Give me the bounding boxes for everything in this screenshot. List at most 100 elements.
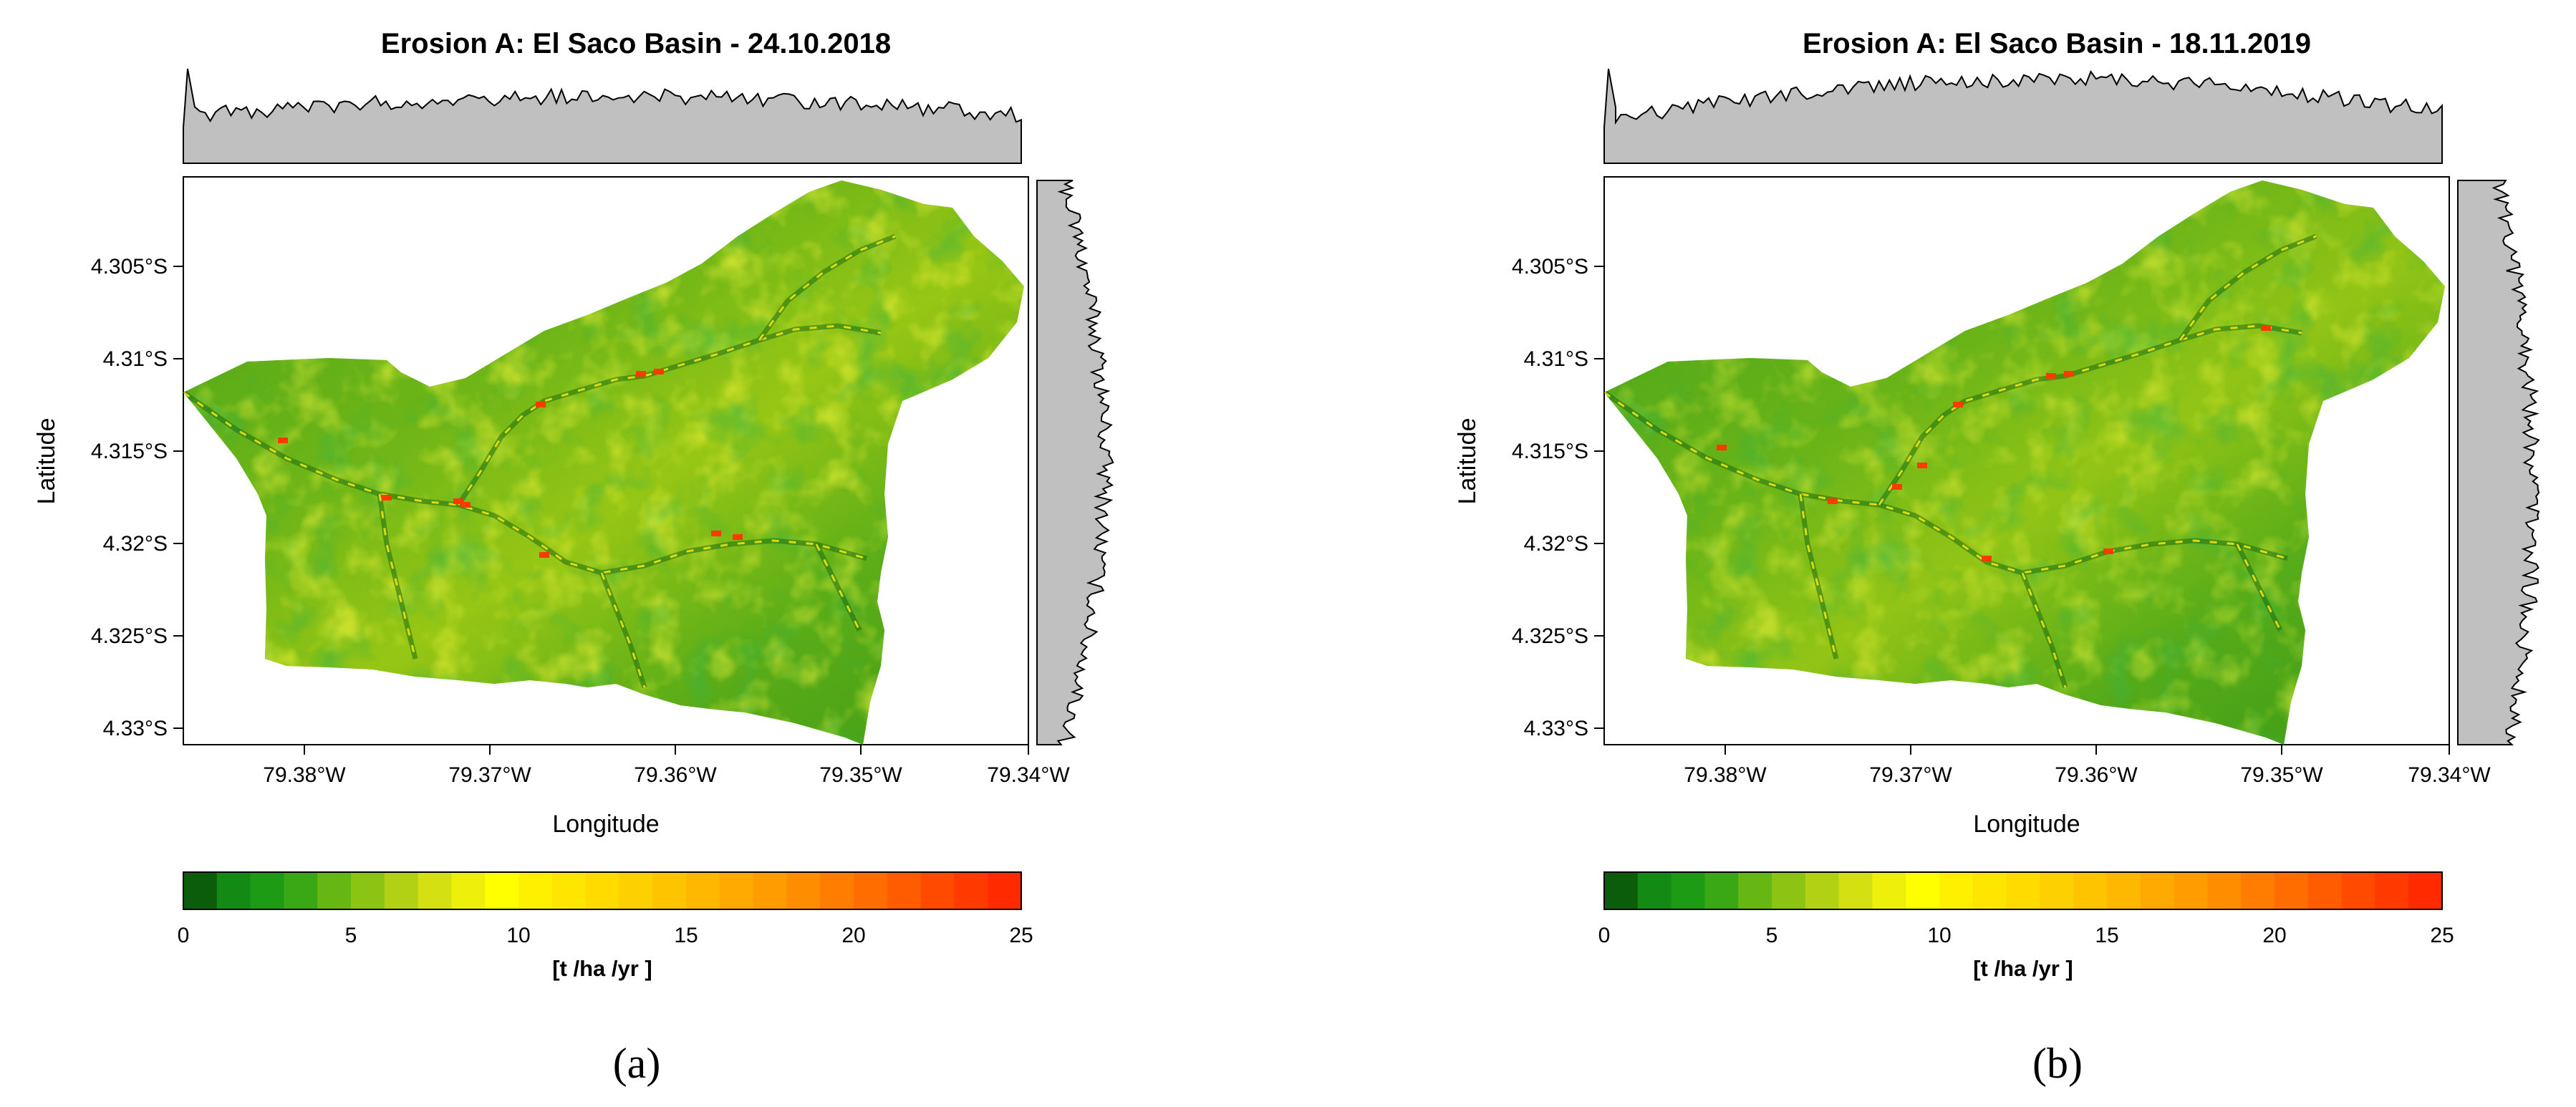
colorbar-segment: [2107, 872, 2141, 909]
colorbar-segment: [1906, 872, 1940, 909]
colorbar-segment: [250, 872, 285, 909]
colorbar-unit-label: [t /ha /yr ]: [1973, 956, 2073, 981]
colorbar-segment: [1805, 872, 1840, 909]
x-tick-label: 79.35°W: [819, 763, 902, 787]
colorbar-segment: [719, 872, 754, 909]
colorbar-segment: [585, 872, 620, 909]
colorbar-segment: [1772, 872, 1806, 909]
colorbar-segment: [1704, 872, 1739, 909]
erosion-hotspot: [654, 369, 664, 374]
colorbar-tick-label: 10: [506, 924, 530, 947]
x-tick-label: 79.34°W: [987, 763, 1070, 787]
y-tick-label: 4.325°S: [1512, 624, 1588, 648]
erosion-hotspot: [460, 502, 471, 508]
colorbar-segment: [2040, 872, 2074, 909]
x-axis-label: Longitude: [552, 811, 659, 838]
top-marginal-profile: [183, 68, 1022, 164]
erosion-hotspot: [2261, 325, 2271, 331]
colorbar-segment: [317, 872, 352, 909]
colorbar-tick-label: 15: [2095, 924, 2118, 947]
panel-title: Erosion A: El Saco Basin - 18.11.2019: [1803, 28, 2311, 59]
colorbar-segment: [485, 872, 519, 909]
colorbar-segment: [1972, 872, 2007, 909]
colorbar-segment: [2241, 872, 2275, 909]
colorbar-tick-label: 5: [1766, 924, 1778, 947]
y-tick-label: 4.325°S: [91, 624, 168, 648]
y-tick-label: 4.33°S: [1524, 717, 1588, 740]
colorbar-segment: [2140, 872, 2175, 909]
x-tick-label: 79.34°W: [2408, 763, 2491, 787]
y-tick-label: 4.315°S: [1512, 440, 1588, 463]
right-marginal-profile: [1036, 180, 1114, 745]
colorbar-unit-label: [t /ha /yr ]: [552, 956, 652, 981]
erosion-hotspot: [711, 531, 721, 536]
colorbar-segment: [1637, 872, 1672, 909]
colorbar-segment: [183, 872, 218, 909]
colorbar-tick-label: 20: [2262, 924, 2286, 947]
colorbar-segment: [2375, 872, 2409, 909]
colorbar-segment: [2174, 872, 2209, 909]
colorbar-segment: [854, 872, 888, 909]
x-tick-label: 79.37°W: [1869, 763, 1952, 787]
x-tick-label: 79.35°W: [2240, 763, 2323, 787]
erosion-hotspot: [1982, 556, 1992, 561]
colorbar-segment: [451, 872, 486, 909]
colorbar-segment: [954, 872, 988, 909]
x-tick-label: 79.37°W: [448, 763, 531, 787]
erosion-hotspot: [1892, 484, 1902, 490]
colorbar-segment: [686, 872, 720, 909]
colorbar-tick-label: 0: [1598, 924, 1611, 947]
colorbar-segment: [2307, 872, 2343, 909]
colorbar-segment: [284, 872, 318, 909]
colorbar: [1603, 871, 2443, 910]
colorbar-segment: [351, 872, 385, 909]
colorbar-segment: [988, 872, 1022, 909]
y-tick-label: 4.32°S: [1524, 532, 1588, 556]
colorbar-segment: [2274, 872, 2309, 909]
erosion-hotspot: [2064, 371, 2074, 377]
panel-a: Erosion A: El Saco Basin - 24.10.2018 4.3…: [33, 28, 1114, 1087]
y-axis-label: Latitude: [1454, 418, 1481, 505]
colorbar-segment: [551, 872, 587, 909]
erosion-hotspot: [2046, 373, 2056, 379]
erosion-hotspot: [453, 498, 463, 504]
panel-title: Erosion A: El Saco Basin - 24.10.2018: [381, 28, 891, 59]
y-tick-label: 4.305°S: [1512, 255, 1588, 279]
stream-channel: [2178, 233, 2317, 342]
colorbar-segment: [1738, 872, 1772, 909]
colorbar-segment: [753, 872, 788, 909]
colorbar-segment: [418, 872, 453, 909]
erosion-hotspot: [2103, 548, 2113, 554]
colorbar-segment: [2408, 872, 2443, 909]
colorbar-segment: [1671, 872, 1706, 909]
colorbar-segment: [820, 872, 854, 909]
colorbar-segment: [1872, 872, 1906, 909]
top-marginal-profile: [1603, 68, 2443, 164]
erosion-hotspot: [382, 495, 392, 501]
y-tick-label: 4.31°S: [103, 347, 168, 371]
stream-channel: [2234, 543, 2283, 632]
erosion-hotspot: [278, 438, 288, 443]
stream-channel: [814, 543, 862, 632]
colorbar-tick-label: 25: [2430, 924, 2454, 947]
colorbar-segment: [786, 872, 821, 909]
colorbar-segment: [2341, 872, 2376, 909]
colorbar-tick-label: 0: [178, 924, 190, 947]
colorbar-segment: [216, 872, 251, 909]
x-tick-label: 79.36°W: [2055, 763, 2138, 787]
colorbar-tick-label: 20: [841, 924, 865, 947]
colorbar-segment: [887, 872, 922, 909]
erosion-hotspot: [733, 534, 743, 540]
subfigure-label: (a): [613, 1040, 661, 1087]
colorbar-segment: [920, 872, 955, 909]
colorbar: [183, 871, 1022, 910]
colorbar-segment: [1939, 872, 1974, 909]
colorbar-segment: [518, 872, 553, 909]
colorbar-segment: [2073, 872, 2108, 909]
stream-channel: [757, 233, 897, 342]
y-axis-label: Latitude: [33, 418, 60, 505]
erosion-hotspot: [1953, 402, 1963, 407]
x-tick-label: 79.36°W: [634, 763, 717, 787]
erosion-hotspot: [539, 552, 549, 558]
colorbar-tick-label: 10: [1927, 924, 1951, 947]
